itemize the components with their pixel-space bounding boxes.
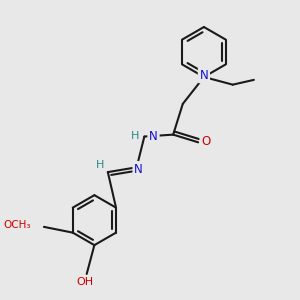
Text: N: N — [200, 69, 208, 82]
Text: H: H — [96, 160, 104, 170]
Text: O: O — [201, 135, 211, 148]
Text: OH: OH — [76, 277, 93, 286]
Text: N: N — [149, 130, 158, 143]
Text: OCH₃: OCH₃ — [3, 220, 31, 230]
Text: H: H — [131, 130, 140, 141]
Text: N: N — [134, 163, 143, 176]
